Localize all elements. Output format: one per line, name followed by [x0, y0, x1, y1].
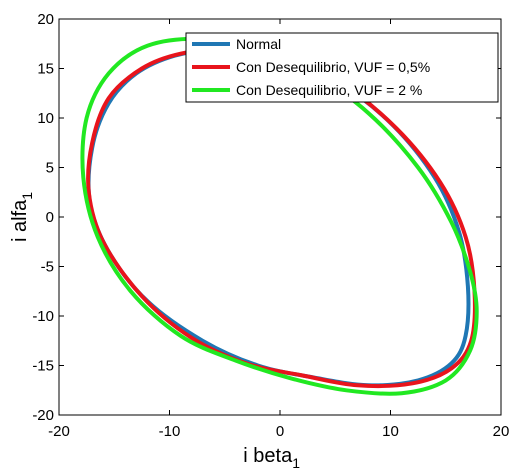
x-tick-label: 0	[276, 423, 284, 440]
tick-group: -20 -10 0 10 20 -20 -15 -10 -5 0 5 10 15 20	[32, 11, 509, 440]
x-axis-label-main: i beta	[243, 445, 293, 467]
plot-frame	[58, 18, 502, 416]
legend-entry-vuf-05: Con Desequilibrio, VUF = 0,5%	[236, 59, 430, 75]
y-tick-label: 10	[37, 110, 54, 127]
x-tick-label: -10	[159, 423, 181, 440]
y-tick-label: -10	[32, 308, 54, 325]
legend-box	[185, 32, 499, 103]
legend-entry-vuf-2: Con Desequilibrio, VUF = 2 %	[236, 82, 422, 98]
y-tick-label: 15	[37, 61, 54, 78]
legend: Normal Con Desequilibrio, VUF = 0,5% Con…	[185, 32, 499, 103]
series-line-1	[86, 46, 477, 388]
x-axis-label: i beta1	[243, 445, 300, 471]
y-tick-label: -5	[41, 259, 54, 276]
y-tick-label: -15	[32, 358, 54, 375]
y-axis-label-main: i alfa	[9, 199, 31, 242]
legend-entry-normal: Normal	[236, 36, 281, 52]
y-tick-label: 5	[46, 160, 54, 177]
y-tick-label: 0	[46, 209, 54, 226]
x-tick-label: 20	[493, 423, 510, 440]
y-axis-label: i alfa1	[9, 192, 35, 242]
x-axis-label-sub: 1	[292, 455, 300, 471]
x-tick-label: 10	[382, 423, 399, 440]
y-tick-label: -20	[32, 407, 54, 424]
y-tick-label: 20	[37, 11, 54, 28]
x-tick-label: -20	[48, 423, 70, 440]
y-axis-label-sub: 1	[19, 192, 35, 200]
